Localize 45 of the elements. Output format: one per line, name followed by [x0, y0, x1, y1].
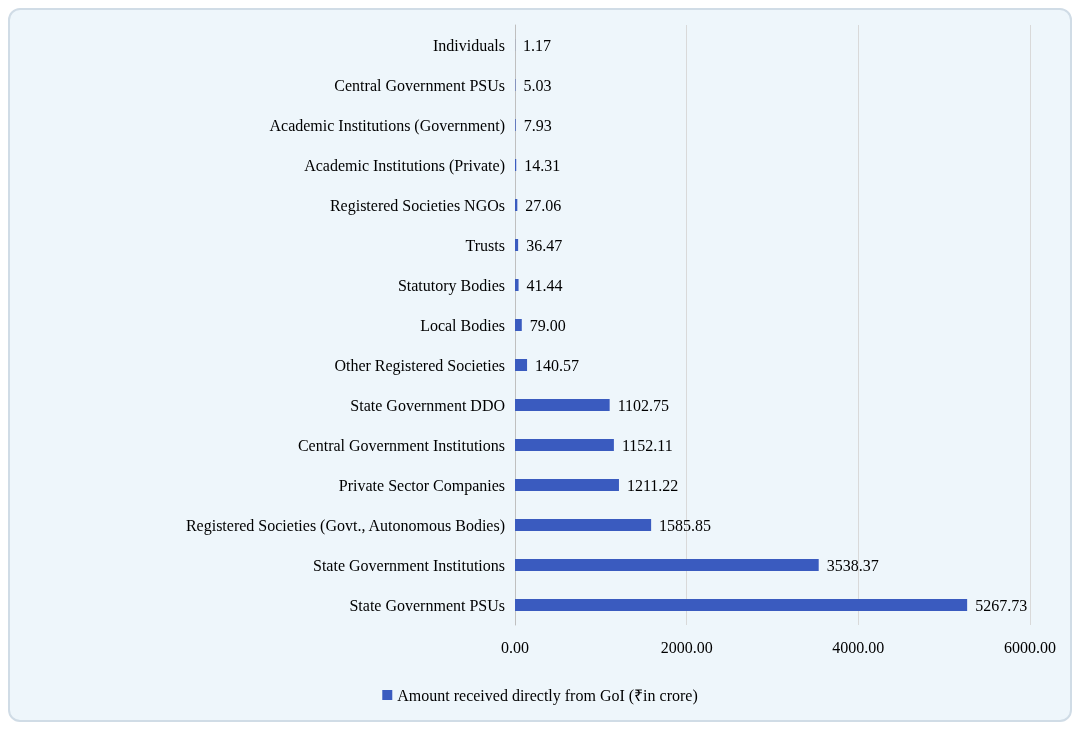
y-tick-label: State Government Institutions — [313, 556, 505, 574]
y-tick-label: Trusts — [465, 236, 505, 254]
y-tick-label: Academic Institutions (Government) — [269, 116, 505, 135]
y-tick-label: Registered Societies NGOs — [329, 196, 505, 215]
bar — [515, 239, 519, 251]
bar — [515, 479, 619, 491]
y-tick-label: Academic Institutions (Private) — [304, 156, 505, 175]
x-tick-label: 0.00 — [501, 638, 529, 656]
y-tick-label: Central Government PSUs — [334, 76, 505, 94]
bar — [515, 359, 528, 371]
y-tick-label: Local Bodies — [420, 316, 505, 334]
x-tick-label: 6000.00 — [1004, 638, 1056, 656]
y-tick-label: State Government PSUs — [349, 596, 505, 614]
bar — [515, 279, 519, 291]
y-tick-label: Other Registered Societies — [334, 356, 505, 375]
data-label: 79.00 — [529, 316, 566, 334]
x-tick-label: 4000.00 — [832, 638, 885, 656]
data-label: 27.06 — [525, 196, 562, 214]
legend-label: Amount received directly from GoI (₹in crore) — [397, 686, 698, 705]
data-label: 7.93 — [523, 116, 552, 134]
bar — [515, 439, 614, 451]
data-label: 1152.11 — [621, 436, 673, 454]
x-tick-label: 2000.00 — [660, 638, 713, 656]
bar — [515, 399, 610, 411]
bar — [515, 519, 652, 531]
bar — [515, 599, 968, 611]
y-tick-label: Statutory Bodies — [397, 276, 505, 295]
y-tick-label: Central Government Institutions — [297, 436, 505, 454]
y-tick-label: State Government DDO — [350, 396, 505, 414]
data-label: 1102.75 — [617, 396, 670, 414]
data-label: 1.17 — [523, 36, 552, 54]
data-label: 1585.85 — [659, 516, 712, 534]
data-label: 3538.37 — [826, 556, 879, 574]
data-label: 14.31 — [524, 156, 561, 174]
y-tick-label: Private Sector Companies — [338, 476, 505, 495]
y-tick-label: Registered Societies (Govt., Autonomous Bodies) — [185, 516, 505, 535]
data-label: 1211.22 — [626, 476, 679, 494]
data-label: 5.03 — [523, 76, 552, 94]
data-label: 36.47 — [526, 236, 563, 254]
data-label: 5267.73 — [975, 596, 1028, 614]
bar — [515, 319, 522, 331]
y-tick-label: Individuals — [433, 36, 505, 54]
data-label: 140.57 — [535, 356, 580, 374]
bar — [515, 559, 819, 571]
data-label: 41.44 — [526, 276, 563, 294]
